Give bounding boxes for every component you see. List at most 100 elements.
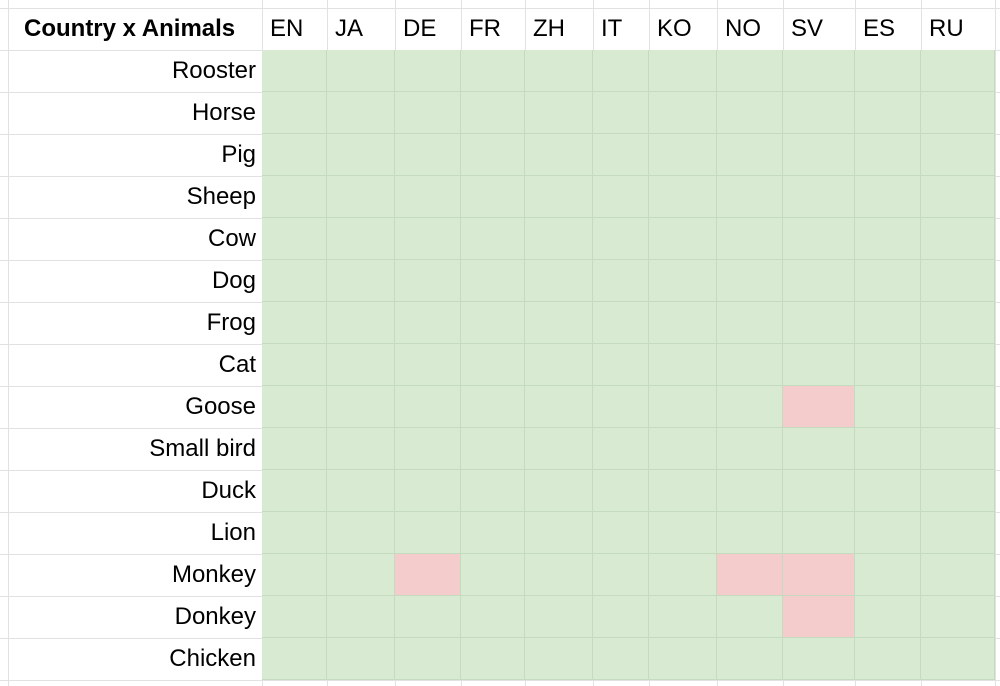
column-header-es[interactable]: ES xyxy=(863,15,896,42)
table-cell-match[interactable] xyxy=(783,134,855,176)
table-cell-match[interactable] xyxy=(921,302,995,344)
corner-header-cell[interactable]: Country x Animals xyxy=(24,15,236,42)
row-label-goose[interactable]: Goose xyxy=(185,393,256,420)
table-cell-match[interactable] xyxy=(783,50,855,92)
column-header-sv[interactable]: SV xyxy=(791,15,824,42)
table-cell-match[interactable] xyxy=(649,428,717,470)
table-cell-match[interactable] xyxy=(262,92,327,134)
row-label-small-bird[interactable]: Small bird xyxy=(149,435,256,462)
column-header-ja[interactable]: JA xyxy=(335,15,364,42)
table-cell-match[interactable] xyxy=(461,638,525,680)
table-cell-match[interactable] xyxy=(262,638,327,680)
table-cell-match[interactable] xyxy=(717,596,783,638)
table-cell-match[interactable] xyxy=(461,92,525,134)
table-cell-match[interactable] xyxy=(593,638,649,680)
table-cell-match[interactable] xyxy=(921,218,995,260)
table-cell-match[interactable] xyxy=(783,470,855,512)
table-cell-match[interactable] xyxy=(717,260,783,302)
table-cell-match[interactable] xyxy=(921,470,995,512)
table-cell-match[interactable] xyxy=(525,428,593,470)
table-cell-match[interactable] xyxy=(593,512,649,554)
table-cell-match[interactable] xyxy=(717,386,783,428)
table-cell-mismatch[interactable] xyxy=(717,554,783,596)
row-label-pig[interactable]: Pig xyxy=(221,141,256,168)
table-cell-match[interactable] xyxy=(262,218,327,260)
table-cell-match[interactable] xyxy=(525,176,593,218)
table-cell-match[interactable] xyxy=(855,50,921,92)
table-cell-match[interactable] xyxy=(921,596,995,638)
table-cell-match[interactable] xyxy=(461,302,525,344)
table-cell-match[interactable] xyxy=(395,344,461,386)
table-cell-match[interactable] xyxy=(525,596,593,638)
table-cell-match[interactable] xyxy=(855,260,921,302)
table-cell-match[interactable] xyxy=(717,176,783,218)
table-cell-match[interactable] xyxy=(395,428,461,470)
table-cell-match[interactable] xyxy=(461,218,525,260)
table-cell-match[interactable] xyxy=(783,428,855,470)
table-cell-match[interactable] xyxy=(461,470,525,512)
table-cell-match[interactable] xyxy=(649,260,717,302)
table-cell-match[interactable] xyxy=(921,50,995,92)
table-cell-match[interactable] xyxy=(649,92,717,134)
table-cell-match[interactable] xyxy=(855,176,921,218)
table-cell-match[interactable] xyxy=(262,134,327,176)
table-cell-match[interactable] xyxy=(461,512,525,554)
table-cell-match[interactable] xyxy=(525,638,593,680)
table-cell-match[interactable] xyxy=(855,428,921,470)
table-cell-mismatch[interactable] xyxy=(783,386,855,428)
table-cell-match[interactable] xyxy=(593,596,649,638)
table-cell-match[interactable] xyxy=(461,554,525,596)
column-header-en[interactable]: EN xyxy=(270,15,304,42)
table-cell-match[interactable] xyxy=(717,302,783,344)
table-cell-match[interactable] xyxy=(855,470,921,512)
table-cell-match[interactable] xyxy=(327,470,395,512)
table-cell-match[interactable] xyxy=(327,386,395,428)
table-cell-match[interactable] xyxy=(783,218,855,260)
table-cell-match[interactable] xyxy=(649,218,717,260)
column-header-zh[interactable]: ZH xyxy=(533,15,565,42)
table-cell-match[interactable] xyxy=(395,512,461,554)
row-label-rooster[interactable]: Rooster xyxy=(171,57,256,84)
table-cell-match[interactable] xyxy=(327,50,395,92)
table-cell-match[interactable] xyxy=(717,218,783,260)
table-cell-mismatch[interactable] xyxy=(783,554,855,596)
column-header-ru[interactable]: RU xyxy=(929,15,964,42)
table-cell-match[interactable] xyxy=(461,50,525,92)
table-cell-match[interactable] xyxy=(525,344,593,386)
table-cell-match[interactable] xyxy=(593,344,649,386)
table-cell-match[interactable] xyxy=(855,134,921,176)
table-cell-match[interactable] xyxy=(262,260,327,302)
table-cell-match[interactable] xyxy=(593,260,649,302)
column-header-fr[interactable]: FR xyxy=(469,15,501,42)
table-cell-mismatch[interactable] xyxy=(395,554,461,596)
table-cell-match[interactable] xyxy=(717,50,783,92)
table-cell-match[interactable] xyxy=(783,176,855,218)
table-cell-match[interactable] xyxy=(921,428,995,470)
table-cell-match[interactable] xyxy=(855,92,921,134)
column-header-ko[interactable]: KO xyxy=(657,15,692,42)
table-cell-match[interactable] xyxy=(395,386,461,428)
table-cell-match[interactable] xyxy=(525,554,593,596)
table-cell-match[interactable] xyxy=(921,512,995,554)
table-cell-match[interactable] xyxy=(921,554,995,596)
column-header-de[interactable]: DE xyxy=(403,15,437,42)
table-cell-match[interactable] xyxy=(327,260,395,302)
table-cell-match[interactable] xyxy=(525,260,593,302)
table-cell-match[interactable] xyxy=(525,512,593,554)
table-cell-match[interactable] xyxy=(855,512,921,554)
column-header-no[interactable]: NO xyxy=(725,15,761,42)
row-label-chicken[interactable]: Chicken xyxy=(169,645,256,672)
table-cell-match[interactable] xyxy=(262,428,327,470)
table-cell-match[interactable] xyxy=(525,92,593,134)
table-cell-match[interactable] xyxy=(593,554,649,596)
table-cell-match[interactable] xyxy=(461,344,525,386)
table-cell-match[interactable] xyxy=(593,176,649,218)
table-cell-match[interactable] xyxy=(327,638,395,680)
table-cell-match[interactable] xyxy=(461,134,525,176)
table-cell-match[interactable] xyxy=(395,596,461,638)
table-cell-match[interactable] xyxy=(717,638,783,680)
table-cell-match[interactable] xyxy=(262,176,327,218)
table-cell-match[interactable] xyxy=(262,512,327,554)
table-cell-match[interactable] xyxy=(461,386,525,428)
table-cell-match[interactable] xyxy=(921,638,995,680)
